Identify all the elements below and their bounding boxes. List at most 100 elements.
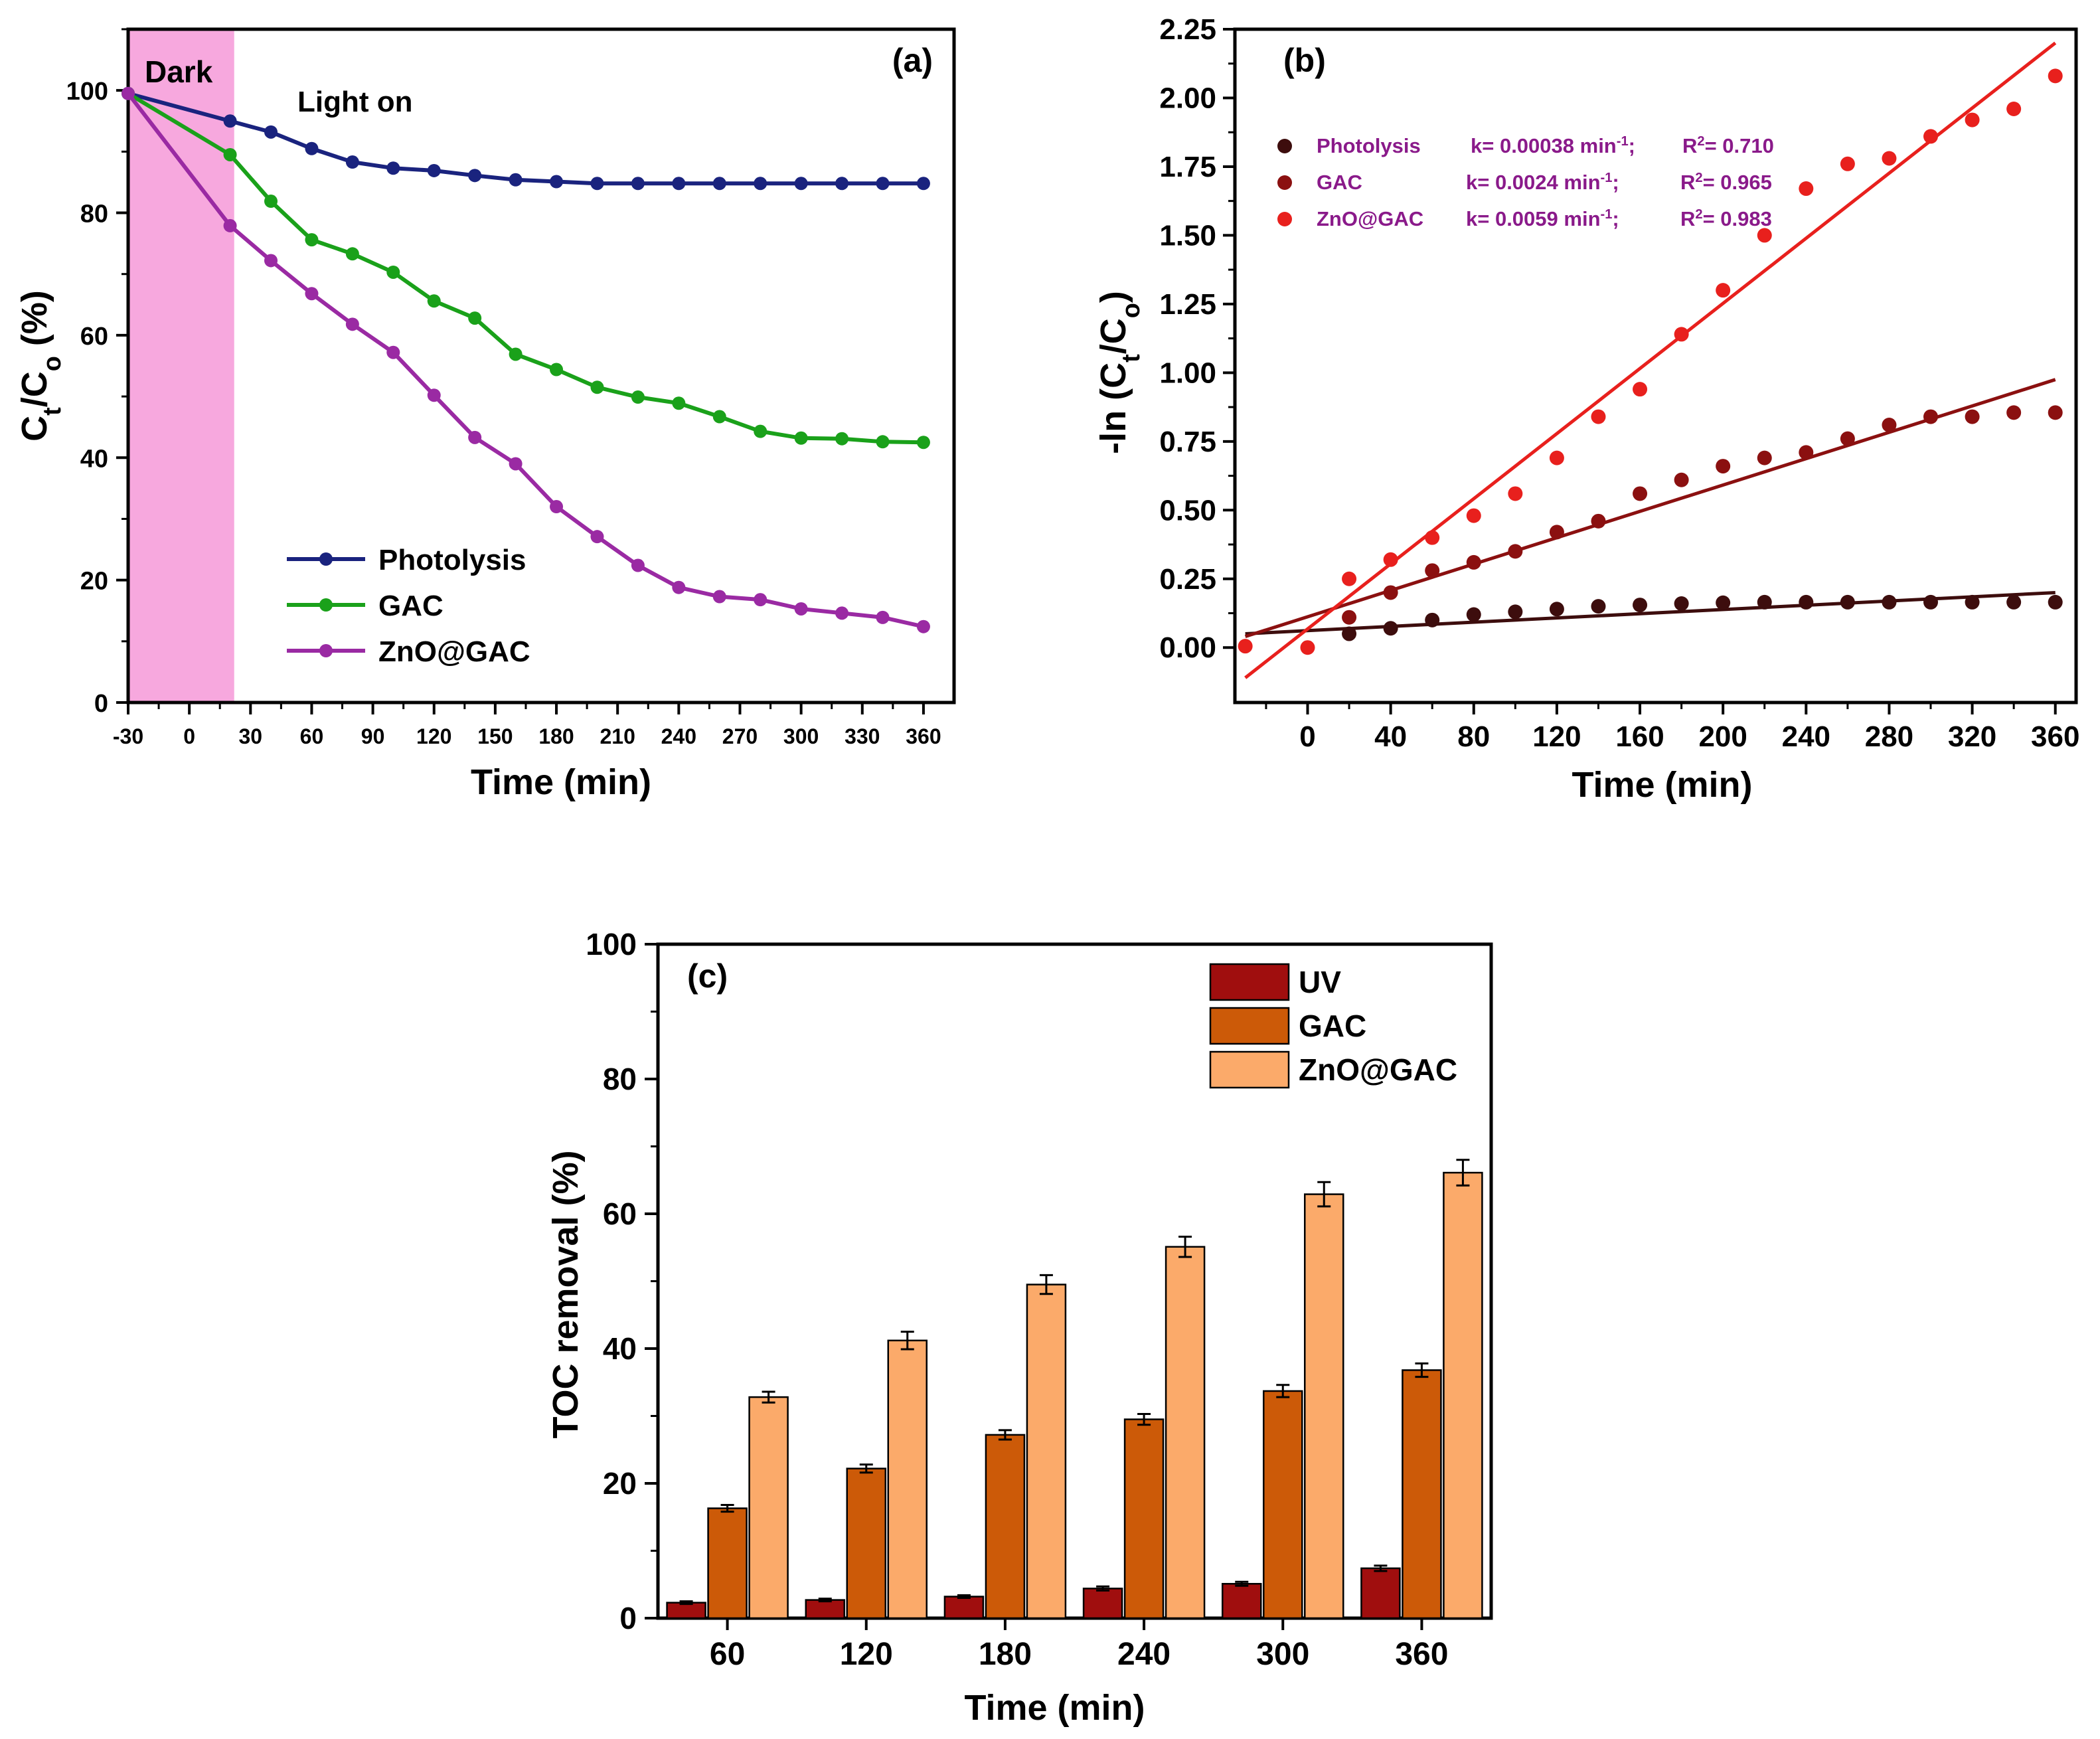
y-tick-label: 1.75 <box>1159 151 1216 183</box>
data-point-gac <box>427 294 441 308</box>
data-point-photolysis <box>1882 594 1897 610</box>
data-point-gac <box>712 410 726 424</box>
x-tick-label: 360 <box>2031 720 2079 753</box>
x-tick-label: 160 <box>1615 720 1664 753</box>
data-point-zno@gac <box>1383 552 1398 567</box>
x-tick-label: 90 <box>361 724 385 748</box>
y-tick-label: 0.50 <box>1159 494 1216 527</box>
y-tick-label: 0.25 <box>1159 563 1216 596</box>
x-tick-label: -30 <box>113 724 143 748</box>
legend-swatch-gac <box>1209 1007 1290 1045</box>
data-point-gac <box>1840 431 1855 446</box>
x-tick-label: 180 <box>979 1637 1032 1672</box>
data-point-photolysis <box>631 177 645 191</box>
data-point-zno@gac <box>1425 530 1440 545</box>
legend-label-gac: GAC <box>378 590 444 622</box>
x-tick-label: 0 <box>183 724 195 748</box>
data-point-gac <box>1799 445 1814 460</box>
panel-label: (b) <box>1283 42 1326 79</box>
x-tick-label: 40 <box>1374 720 1407 753</box>
data-point-photolysis <box>305 141 319 155</box>
legend-label-photolysis: Photolysis <box>1317 134 1421 157</box>
rate-constant-superscript: -1 <box>1617 134 1629 149</box>
r-squared-prefix: R <box>1682 134 1697 157</box>
dark-region <box>128 29 234 703</box>
bar-zno@gac <box>1304 1193 1344 1619</box>
data-point-photolysis <box>509 173 523 187</box>
y-tick-label: 20 <box>603 1466 637 1501</box>
data-point-photolysis <box>916 177 930 191</box>
data-point-zno@gac <box>1591 409 1606 424</box>
data-point-gac <box>345 247 359 261</box>
y-tick-label: 80 <box>80 201 108 228</box>
x-tick-label: 330 <box>845 724 880 748</box>
data-point-photolysis <box>427 163 441 177</box>
data-point-zno@gac <box>223 218 237 232</box>
data-point-gac <box>1425 563 1440 578</box>
data-point-photolysis <box>1799 594 1814 610</box>
data-point-photolysis <box>550 175 564 189</box>
data-point-zno@gac <box>305 287 319 301</box>
y-axis-title-sub-t: t <box>39 407 66 416</box>
data-point-zno@gac <box>1466 508 1481 523</box>
panel-label: (a) <box>892 42 933 79</box>
panel-label: (c) <box>687 957 728 995</box>
legend-marker-photolysis <box>319 552 333 566</box>
data-point-gac <box>1342 610 1357 625</box>
data-point-photolysis <box>1633 598 1648 613</box>
data-point-gac <box>550 363 564 376</box>
bar-uv <box>805 1599 845 1619</box>
bar-gac <box>1263 1390 1303 1619</box>
data-point-photolysis <box>386 161 400 175</box>
data-point-zno@gac <box>1300 640 1315 655</box>
x-tick-label: 360 <box>906 724 941 748</box>
x-tick-label: 80 <box>1457 720 1490 753</box>
rate-constant-photolysis: k= 0.00038 min-1; <box>1471 134 1635 157</box>
legend-marker-gac <box>1277 175 1292 190</box>
data-point-gac <box>1591 513 1606 529</box>
data-point-gac <box>631 390 645 404</box>
data-point-zno@gac <box>386 345 400 359</box>
rate-constant-text: k= 0.0024 min <box>1466 171 1601 194</box>
legend-label-zno@gac: ZnO@GAC <box>1299 1052 1457 1087</box>
data-point-zno@gac <box>1342 571 1357 586</box>
legend-label-zno@gac: ZnO@GAC <box>378 635 530 668</box>
data-point-photolysis <box>1383 621 1398 636</box>
data-point-gac <box>916 436 930 450</box>
data-point-photolysis <box>2048 594 2063 610</box>
data-point-zno@gac <box>121 86 135 100</box>
data-point-gac <box>1549 525 1564 540</box>
data-point-photolysis <box>1342 626 1357 641</box>
data-point-photolysis <box>712 177 726 191</box>
bar-uv <box>943 1596 985 1619</box>
x-tick-label: 240 <box>1782 720 1830 753</box>
data-point-zno@gac <box>1549 450 1564 465</box>
x-tick-label: 120 <box>1532 720 1581 753</box>
data-point-gac <box>794 431 808 445</box>
fit-line-photolysis <box>1245 590 2056 636</box>
data-point-gac <box>305 233 319 247</box>
bar-zno@gac <box>1443 1171 1483 1619</box>
bar-uv <box>1360 1567 1401 1619</box>
x-tick-label: 60 <box>710 1637 745 1672</box>
data-point-photolysis <box>468 169 482 183</box>
data-point-zno@gac <box>754 593 767 607</box>
data-point-photolysis <box>1508 604 1523 620</box>
plot-frame <box>126 27 956 704</box>
data-point-gac <box>509 347 523 361</box>
data-point-gac <box>2006 405 2022 420</box>
data-point-gac <box>1923 409 1939 424</box>
x-tick-label: 360 <box>1395 1637 1448 1672</box>
x-tick-label: 300 <box>783 724 819 748</box>
x-tick-label: 0 <box>1299 720 1315 753</box>
y-tick-label: 40 <box>80 445 108 473</box>
y-tick-label: 1.25 <box>1159 288 1216 321</box>
data-point-gac <box>1674 472 1689 487</box>
data-point-gac <box>1633 486 1648 501</box>
legend-marker-photolysis <box>1277 139 1292 153</box>
y-axis-title-main: -ln (C <box>1093 363 1133 454</box>
y-tick-label: 20 <box>80 568 108 596</box>
data-point-zno@gac <box>1799 181 1814 197</box>
data-point-zno@gac <box>509 457 523 471</box>
data-point-photolysis <box>1965 594 1980 610</box>
